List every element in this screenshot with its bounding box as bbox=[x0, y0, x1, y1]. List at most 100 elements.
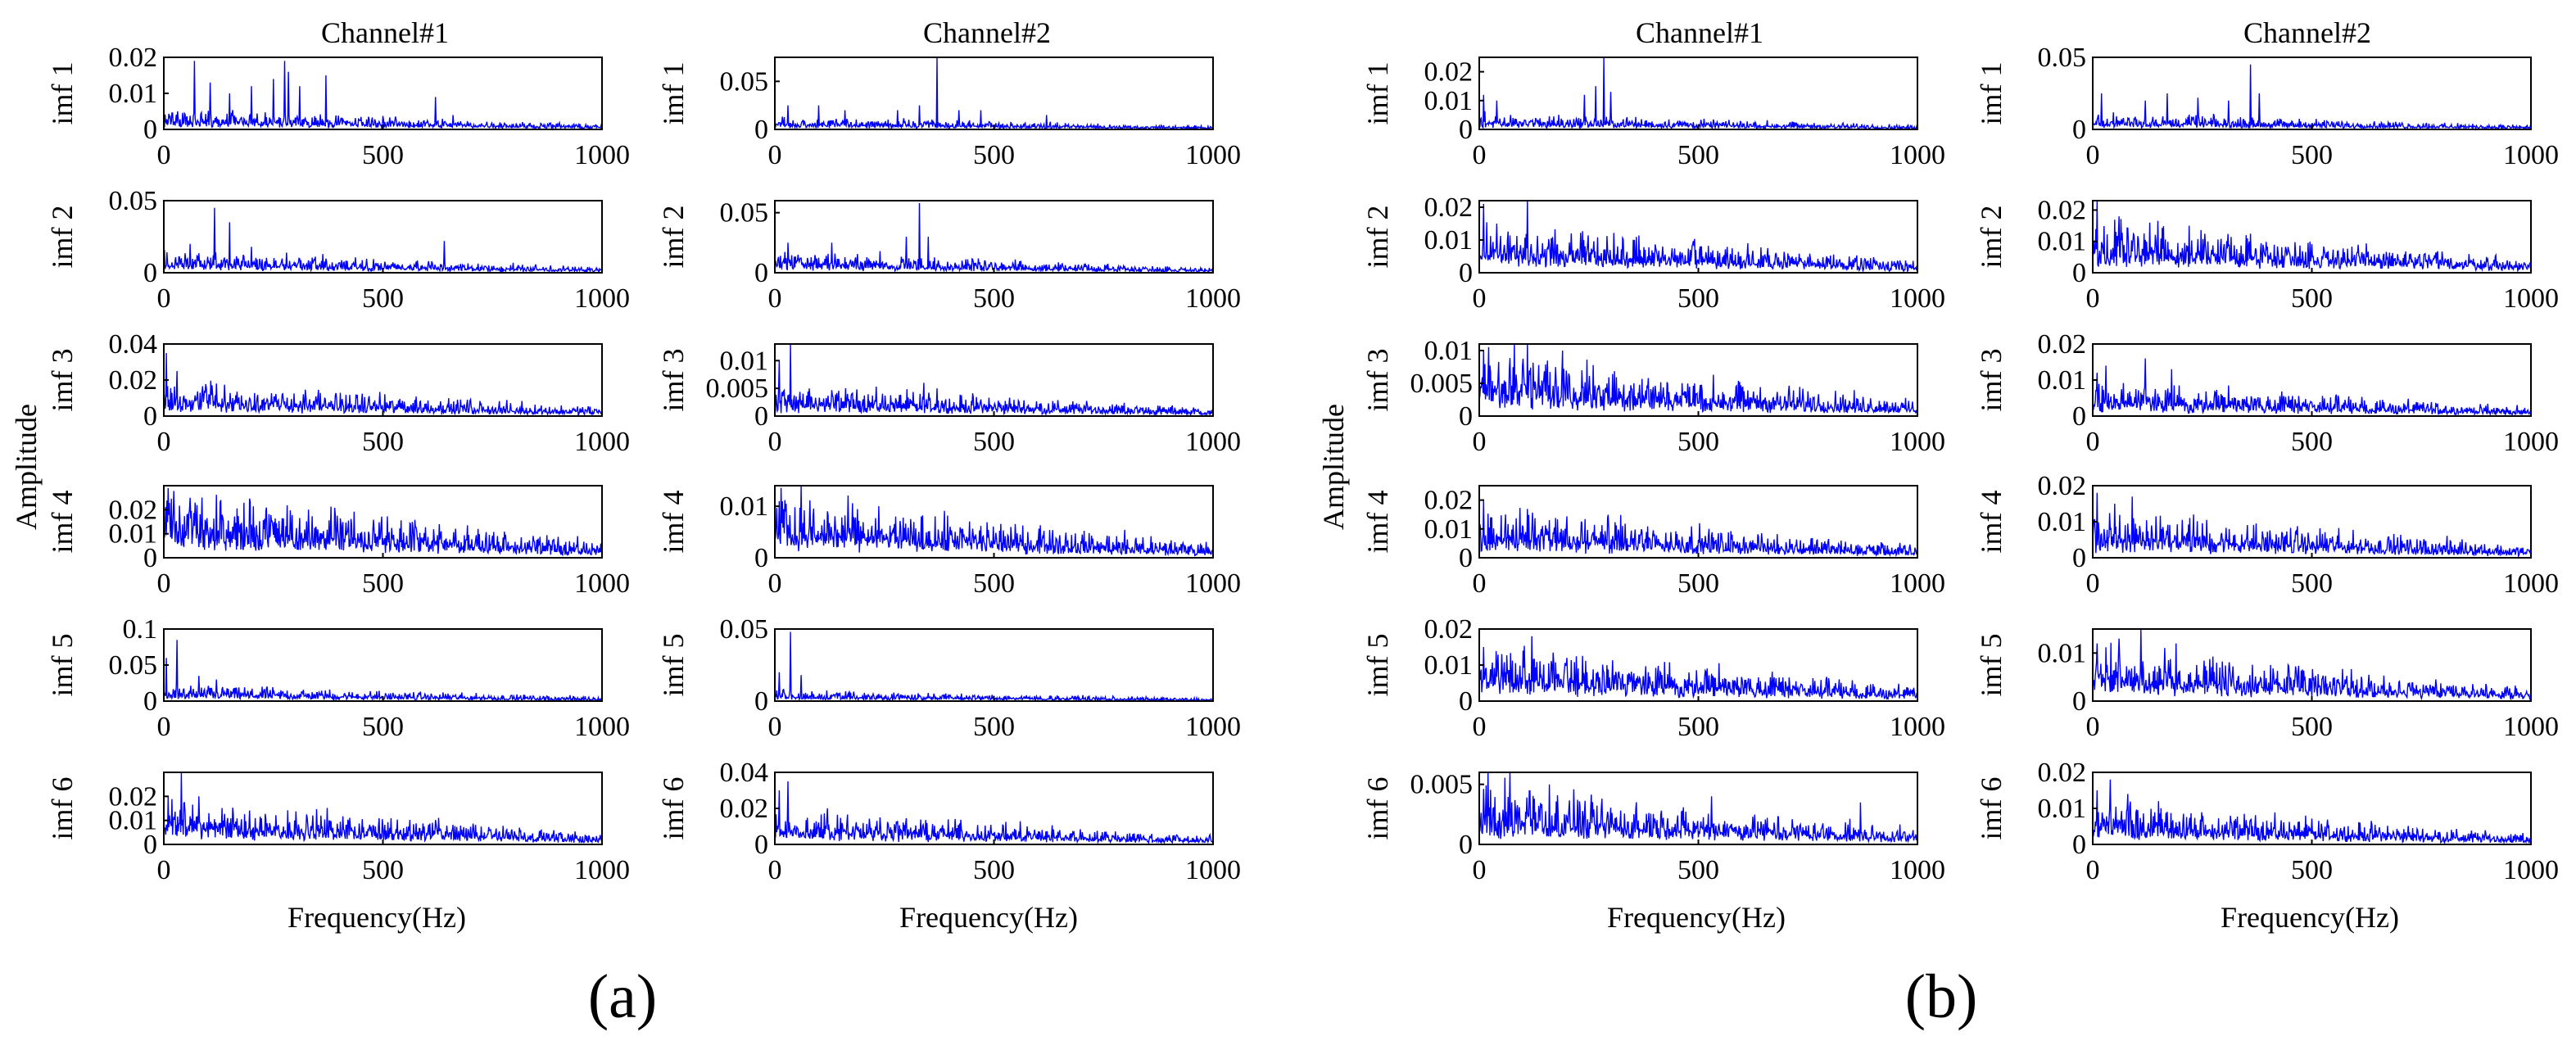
x-tick-label-c1-r1-2: 1000 bbox=[1185, 283, 1241, 314]
axes-box-c1-r3 bbox=[774, 485, 1214, 559]
y-tick-label-c3-r0-1: 0.05 bbox=[2038, 43, 2087, 73]
row-label-c0-r2: imf 3 bbox=[46, 349, 79, 412]
y-tick-label-c1-r5-1: 0.02 bbox=[720, 794, 769, 824]
spectrum-line-c2-r4 bbox=[1478, 636, 1918, 700]
panel-label-b: (b) bbox=[1905, 962, 1978, 1031]
y-tick-label-c1-r1-1: 0.05 bbox=[720, 198, 769, 229]
x-tick-label-c2-r3-1: 500 bbox=[1677, 568, 1719, 599]
x-tick-label-c3-r5-1: 500 bbox=[2291, 855, 2333, 885]
x-tick-label-c2-r5-2: 1000 bbox=[1890, 855, 1945, 885]
panel-label-a: (a) bbox=[588, 962, 657, 1031]
x-tick-label-c3-r1-0: 0 bbox=[2086, 283, 2100, 314]
x-tick-label-c1-r0-0: 0 bbox=[768, 140, 782, 170]
x-tick-label-c2-r5-1: 500 bbox=[1677, 855, 1719, 885]
column-title-a-ch2: Channel#2 bbox=[923, 16, 1051, 49]
x-tick-label-c3-r5-0: 0 bbox=[2086, 855, 2100, 885]
x-tick-label-c0-r0-1: 500 bbox=[362, 140, 404, 170]
y-tick-label-c0-r0-1: 0.01 bbox=[109, 79, 158, 109]
x-tick-label-c1-r1-0: 0 bbox=[768, 283, 782, 314]
row-label-c1-r0: imf 1 bbox=[657, 62, 690, 125]
row-label-c1-r2: imf 3 bbox=[657, 349, 690, 412]
row-label-c0-r1: imf 2 bbox=[46, 206, 79, 269]
x-tick-label-c2-r1-1: 500 bbox=[1677, 283, 1719, 314]
y-tick-label-c2-r2-2: 0.01 bbox=[1424, 336, 1474, 366]
row-label-c3-r3: imf 4 bbox=[1975, 491, 2008, 554]
y-tick-label-c3-r5-0: 0 bbox=[2072, 830, 2086, 860]
y-tick-label-c1-r0-1: 0.05 bbox=[720, 66, 769, 97]
x-tick-label-c3-r4-1: 500 bbox=[2291, 712, 2333, 742]
y-tick-label-c2-r0-2: 0.02 bbox=[1424, 57, 1474, 88]
subplot-c1-r3: 0 500 1000 0 0.01 imf 4 bbox=[657, 485, 1241, 599]
spectrum-line-c0-r5 bbox=[163, 772, 603, 844]
x-tick-label-c2-r4-1: 500 bbox=[1677, 712, 1719, 742]
x-tick-label-c0-r4-1: 500 bbox=[362, 712, 404, 742]
y-tick-label-c0-r5-1: 0.01 bbox=[109, 806, 158, 836]
spectrum-line-c3-r3 bbox=[2092, 492, 2532, 559]
y-axis-title-a: Amplitude bbox=[10, 404, 43, 530]
x-tick-label-c0-r1-0: 0 bbox=[157, 283, 171, 314]
row-label-c2-r2: imf 3 bbox=[1361, 349, 1394, 412]
x-tick-label-c1-r4-0: 0 bbox=[768, 712, 782, 742]
x-tick-label-c0-r3-2: 1000 bbox=[574, 568, 630, 599]
y-tick-label-c1-r3-0: 0 bbox=[754, 543, 768, 573]
spectrum-line-c3-r5 bbox=[2092, 779, 2532, 844]
x-tick-label-c1-r0-2: 1000 bbox=[1185, 140, 1241, 170]
spectrum-line-c0-r3 bbox=[163, 487, 603, 557]
x-tick-label-c1-r1-1: 500 bbox=[973, 283, 1015, 314]
x-tick-label-c3-r2-2: 1000 bbox=[2503, 427, 2559, 457]
y-tick-label-c0-r0-0: 0 bbox=[143, 115, 157, 145]
x-tick-label-c0-r4-2: 1000 bbox=[574, 712, 630, 742]
y-tick-label-c2-r3-0: 0 bbox=[1459, 543, 1473, 573]
x-tick-label-c2-r0-1: 500 bbox=[1677, 140, 1719, 170]
y-tick-label-c3-r3-1: 0.01 bbox=[2038, 507, 2087, 537]
x-tick-label-c0-r4-0: 0 bbox=[157, 712, 171, 742]
y-tick-label-c2-r2-1: 0.005 bbox=[1410, 369, 1474, 399]
x-tick-label-c1-r5-0: 0 bbox=[768, 855, 782, 885]
row-label-c3-r2: imf 3 bbox=[1975, 349, 2008, 412]
spectrum-line-c0-r2 bbox=[163, 352, 603, 417]
y-axis-title-b: Amplitude bbox=[1317, 404, 1350, 530]
row-label-c1-r1: imf 2 bbox=[657, 206, 690, 269]
x-tick-label-c2-r3-0: 0 bbox=[1473, 568, 1487, 599]
y-tick-label-c0-r5-0: 0 bbox=[143, 830, 157, 860]
y-tick-label-c1-r0-0: 0 bbox=[754, 115, 768, 145]
row-label-c0-r0: imf 1 bbox=[46, 62, 79, 125]
y-tick-label-c3-r3-2: 0.02 bbox=[2038, 471, 2087, 501]
x-tick-label-c2-r1-2: 1000 bbox=[1890, 283, 1945, 314]
spectrum-line-c1-r3 bbox=[774, 485, 1214, 557]
y-tick-label-c1-r1-0: 0 bbox=[754, 258, 768, 288]
spectrum-line-c0-r0 bbox=[163, 61, 603, 131]
spectrum-line-c2-r5 bbox=[1478, 772, 1918, 844]
x-tick-label-c0-r5-0: 0 bbox=[157, 855, 171, 885]
x-tick-label-c3-r3-1: 500 bbox=[2291, 568, 2333, 599]
y-tick-label-c2-r4-0: 0 bbox=[1459, 686, 1473, 717]
x-tick-label-c3-r0-1: 500 bbox=[2291, 140, 2333, 170]
y-tick-label-c1-r4-1: 0.05 bbox=[720, 614, 769, 645]
y-tick-label-c2-r3-2: 0.02 bbox=[1424, 486, 1474, 516]
x-tick-label-c3-r3-0: 0 bbox=[2086, 568, 2100, 599]
subplot-c3-r2: 0 500 1000 0 0.01 0.02 imf 3 bbox=[1975, 329, 2559, 457]
y-tick-label-c0-r5-2: 0.02 bbox=[109, 781, 158, 812]
subplot-c1-r4: 0 500 1000 0 0.05 imf 5 bbox=[657, 614, 1241, 742]
y-tick-label-c2-r1-1: 0.01 bbox=[1424, 225, 1474, 256]
column-title-b-ch1: Channel#1 bbox=[1636, 16, 1763, 49]
column-title-a-ch1: Channel#1 bbox=[321, 16, 449, 49]
row-label-c2-r1: imf 2 bbox=[1361, 206, 1394, 269]
row-label-c3-r1: imf 2 bbox=[1975, 206, 2008, 269]
axes-box-c0-r4 bbox=[163, 628, 603, 702]
y-tick-label-c1-r3-1: 0.01 bbox=[720, 491, 769, 522]
spectrum-line-c1-r1 bbox=[774, 202, 1214, 274]
x-tick-label-c1-r3-1: 500 bbox=[973, 568, 1015, 599]
row-label-c2-r3: imf 4 bbox=[1361, 491, 1394, 554]
x-tick-label-c3-r4-0: 0 bbox=[2086, 712, 2100, 742]
y-tick-label-c3-r1-0: 0 bbox=[2072, 258, 2086, 288]
y-tick-label-c3-r1-1: 0.01 bbox=[2038, 227, 2087, 257]
row-label-c3-r4: imf 5 bbox=[1975, 634, 2008, 697]
row-label-c3-r5: imf 6 bbox=[1975, 777, 2008, 840]
x-tick-label-c1-r5-1: 500 bbox=[973, 855, 1015, 885]
x-tick-label-c3-r2-1: 500 bbox=[2291, 427, 2333, 457]
x-tick-label-c0-r1-1: 500 bbox=[362, 283, 404, 314]
